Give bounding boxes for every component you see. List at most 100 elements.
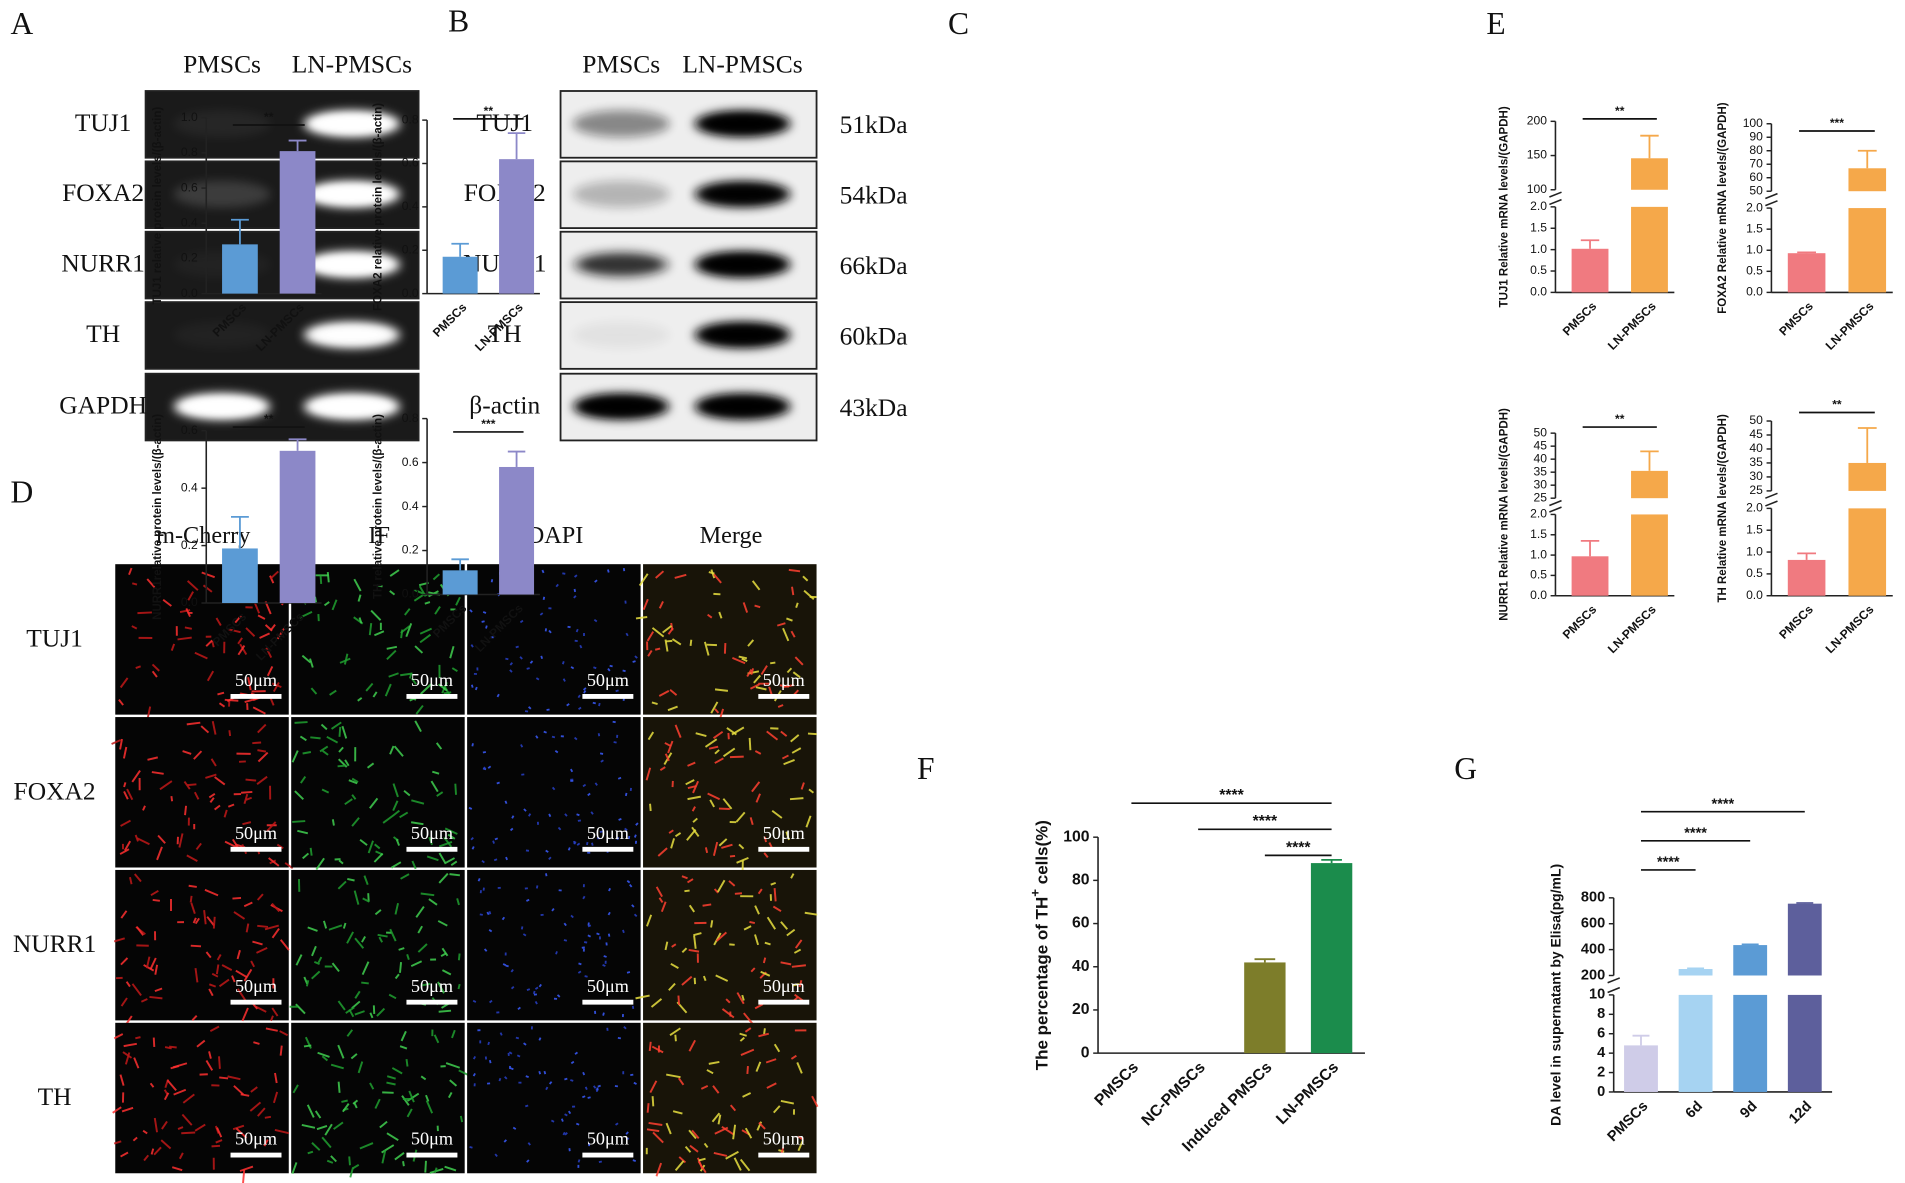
cell <box>651 1096 655 1107</box>
cell <box>766 1082 777 1089</box>
y-tick-label: 35 <box>1749 455 1763 469</box>
cell <box>722 747 736 758</box>
cell <box>208 983 217 988</box>
cell <box>401 1095 410 1106</box>
cell <box>702 903 712 907</box>
cell <box>146 578 156 589</box>
cell <box>707 613 713 619</box>
y-axis-label-part: + <box>1027 889 1042 897</box>
gel-band-core <box>183 397 261 415</box>
cell <box>691 826 700 837</box>
cell <box>309 847 313 856</box>
cell <box>527 706 532 710</box>
cell <box>330 1155 337 1163</box>
cell <box>645 767 652 781</box>
cell <box>795 602 799 609</box>
cell <box>488 929 493 933</box>
cell <box>444 827 458 835</box>
cell <box>204 888 219 897</box>
cell <box>295 954 303 966</box>
cell <box>548 1081 553 1085</box>
cell <box>150 1148 155 1155</box>
cell <box>762 957 767 964</box>
cell <box>746 1066 749 1075</box>
cell <box>538 1070 542 1075</box>
cell <box>692 817 698 823</box>
cell <box>714 1126 729 1135</box>
cell <box>381 1144 395 1154</box>
cell <box>338 859 344 865</box>
cell <box>790 873 795 879</box>
cell <box>625 632 629 637</box>
significance-label: *** <box>1830 116 1844 130</box>
cell <box>415 906 425 918</box>
cell <box>688 1129 697 1140</box>
cell <box>366 762 375 769</box>
cell <box>474 686 478 691</box>
cell <box>435 742 443 750</box>
cell <box>302 751 312 755</box>
cell <box>594 579 598 583</box>
cell <box>597 1084 601 1088</box>
cell <box>600 759 604 763</box>
axis-break <box>1549 191 1562 198</box>
cell <box>223 809 228 818</box>
cell <box>657 847 668 857</box>
cell <box>124 1052 131 1065</box>
cell <box>538 983 542 988</box>
cell <box>245 627 256 637</box>
cell <box>498 1077 502 1082</box>
cell <box>208 793 216 799</box>
row-label: FOXA2 <box>62 178 144 207</box>
size-label: 43kDa <box>840 393 908 422</box>
cell <box>520 744 524 748</box>
cell <box>574 574 578 578</box>
cell <box>432 770 440 775</box>
cell <box>540 655 544 660</box>
cell <box>674 832 682 838</box>
cell <box>646 631 655 642</box>
y-axis-label-part: The percentage of TH <box>1033 897 1052 1070</box>
gel-band-core <box>313 256 391 273</box>
bar <box>499 466 535 595</box>
y-tick-label: 2.0 <box>1530 507 1547 521</box>
cell <box>602 964 606 967</box>
cell <box>505 856 508 861</box>
cell <box>780 961 792 966</box>
cell <box>444 1165 457 1172</box>
cell <box>776 622 786 627</box>
y-tick-label: 0.5 <box>1746 566 1763 580</box>
y-tick-label: 2.0 <box>1530 199 1547 213</box>
y-tick-label: 0.6 <box>402 156 419 170</box>
y-axis-label: The percentage of TH+ cells(%) <box>1027 820 1051 1070</box>
cell <box>808 788 815 794</box>
cell <box>143 1154 150 1162</box>
cell <box>689 1144 699 1153</box>
cell <box>257 1107 266 1117</box>
y-tick-label: 40 <box>1749 441 1763 455</box>
y-tick-label: 0.0 <box>181 286 198 300</box>
cell <box>535 735 539 739</box>
column-header: PMSCs <box>582 50 660 79</box>
cell <box>555 583 559 588</box>
cell <box>570 1079 574 1082</box>
cell <box>294 721 308 724</box>
cell <box>166 1079 177 1091</box>
gel-band <box>572 180 670 208</box>
cell <box>438 683 448 692</box>
cell <box>718 611 723 619</box>
size-label: 51kDa <box>840 110 908 139</box>
y-tick-label: 0.0 <box>402 286 419 300</box>
cell <box>178 833 184 848</box>
cell <box>361 981 369 985</box>
cell <box>672 1110 683 1115</box>
bar <box>1678 994 1713 1092</box>
cell <box>200 725 210 734</box>
cell <box>270 1015 274 1022</box>
cell <box>321 1136 332 1149</box>
cell <box>205 1060 214 1071</box>
cell <box>232 896 242 900</box>
cell <box>678 1156 687 1164</box>
y-tick-label: 100 <box>1743 116 1763 130</box>
scale-bar-label: 50μm <box>411 670 453 690</box>
